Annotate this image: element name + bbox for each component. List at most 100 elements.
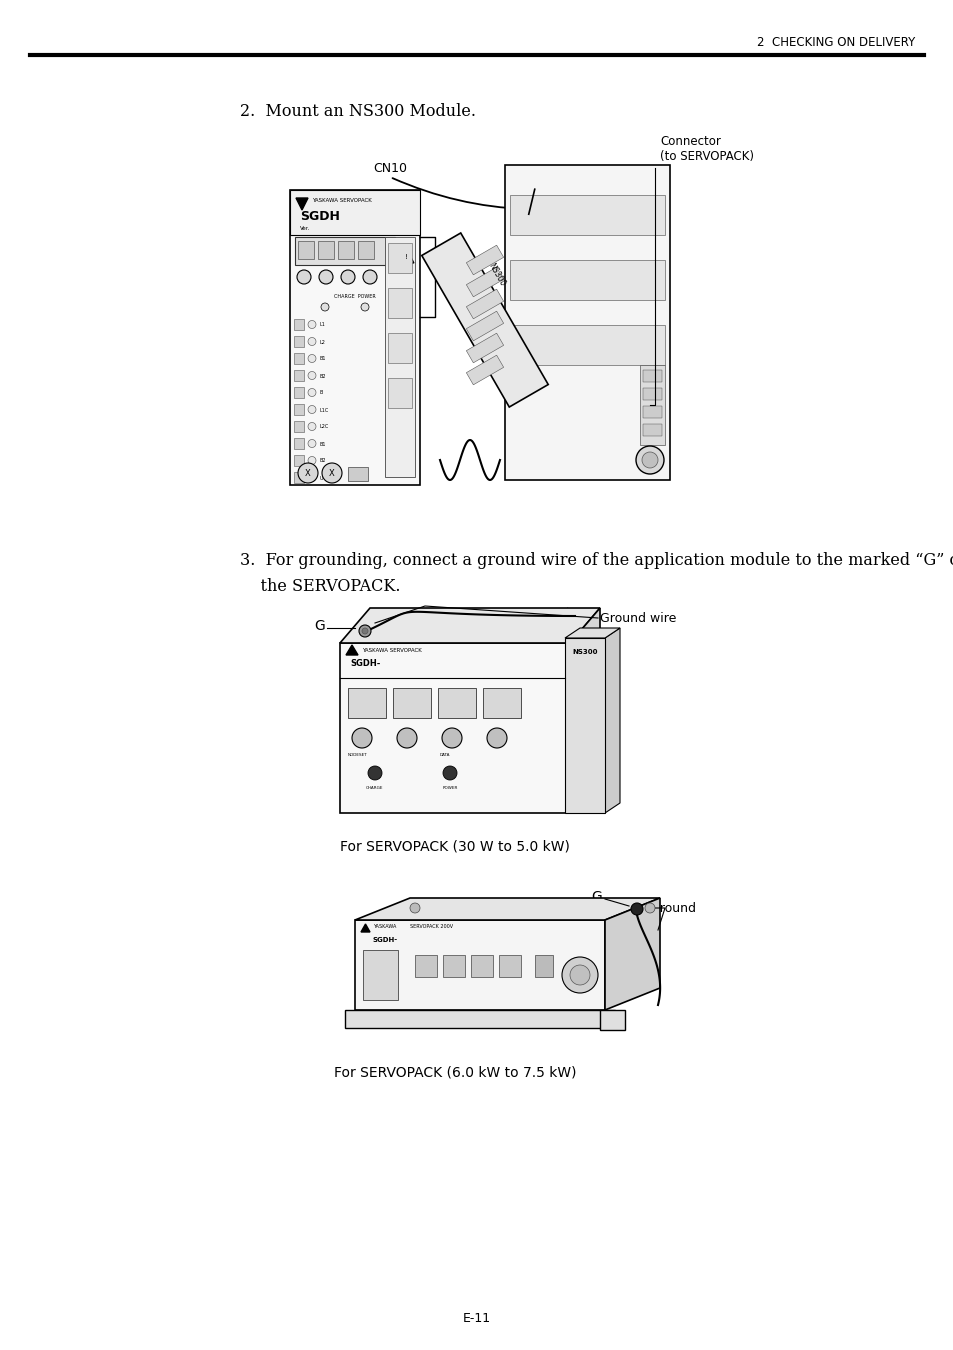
Text: YASKAWA: YASKAWA <box>373 925 395 930</box>
Bar <box>471 954 493 977</box>
Bar <box>510 325 664 364</box>
Bar <box>294 238 395 265</box>
Circle shape <box>358 625 371 637</box>
Polygon shape <box>466 312 503 340</box>
Circle shape <box>363 270 376 284</box>
Text: 2  CHECKING ON DELIVERY: 2 CHECKING ON DELIVERY <box>756 35 914 49</box>
Text: SERVOPACK 200V: SERVOPACK 200V <box>410 925 453 930</box>
Polygon shape <box>295 198 308 211</box>
Circle shape <box>361 628 368 634</box>
Bar <box>388 288 412 319</box>
Circle shape <box>308 440 315 447</box>
Polygon shape <box>466 267 503 297</box>
Circle shape <box>641 452 658 468</box>
Circle shape <box>308 474 315 482</box>
Text: CN10: CN10 <box>373 162 407 176</box>
Text: B1: B1 <box>319 356 326 362</box>
Circle shape <box>308 389 315 397</box>
Polygon shape <box>466 333 503 363</box>
Text: U: U <box>319 475 323 481</box>
Circle shape <box>352 728 372 748</box>
Bar <box>504 165 669 481</box>
Circle shape <box>297 463 317 483</box>
Polygon shape <box>355 898 659 919</box>
Circle shape <box>368 765 381 780</box>
Text: SGDH-: SGDH- <box>350 659 380 667</box>
Circle shape <box>318 270 333 284</box>
Text: DATA: DATA <box>439 753 450 757</box>
Bar <box>437 688 476 718</box>
Text: Ground wire: Ground wire <box>599 612 676 625</box>
Circle shape <box>396 728 416 748</box>
Polygon shape <box>346 645 357 655</box>
Text: Connector: Connector <box>659 135 720 148</box>
Bar <box>290 190 419 485</box>
Text: CHARGE: CHARGE <box>366 786 383 790</box>
Text: !: ! <box>404 254 407 261</box>
Bar <box>415 954 436 977</box>
Polygon shape <box>360 923 370 932</box>
Text: L1: L1 <box>319 323 326 328</box>
Text: POWER: POWER <box>442 786 457 790</box>
Bar <box>290 190 419 235</box>
Bar <box>297 242 314 259</box>
Polygon shape <box>564 628 619 639</box>
Bar <box>294 404 304 414</box>
Polygon shape <box>604 898 659 1010</box>
Bar <box>294 437 304 450</box>
Circle shape <box>441 728 461 748</box>
Circle shape <box>636 446 663 474</box>
Bar <box>317 242 334 259</box>
Text: 2.  Mount an NS300 Module.: 2. Mount an NS300 Module. <box>240 103 476 120</box>
Circle shape <box>308 405 315 413</box>
Polygon shape <box>604 628 619 813</box>
Circle shape <box>308 456 315 464</box>
Polygon shape <box>397 247 414 263</box>
Bar <box>294 319 304 329</box>
Bar <box>294 370 304 381</box>
Circle shape <box>340 270 355 284</box>
Text: L2: L2 <box>319 339 326 344</box>
Circle shape <box>410 903 419 913</box>
Bar <box>388 333 412 363</box>
Text: 3.  For grounding, connect a ground wire of the application module to the marked: 3. For grounding, connect a ground wire … <box>240 552 953 568</box>
Circle shape <box>322 463 341 483</box>
Polygon shape <box>466 289 503 319</box>
Polygon shape <box>466 246 503 275</box>
Bar <box>564 639 604 813</box>
Text: SGDH-: SGDH- <box>373 937 397 944</box>
Circle shape <box>296 270 311 284</box>
Bar <box>639 364 664 446</box>
Bar <box>393 688 431 718</box>
Bar <box>642 387 661 400</box>
Polygon shape <box>421 234 548 408</box>
Circle shape <box>644 903 655 913</box>
Bar <box>642 370 661 382</box>
Text: Ground: Ground <box>649 902 696 914</box>
Circle shape <box>320 302 329 311</box>
Text: B2: B2 <box>319 459 326 463</box>
Bar <box>388 378 412 408</box>
Polygon shape <box>466 355 503 385</box>
Bar <box>385 238 415 477</box>
Circle shape <box>486 728 506 748</box>
Bar <box>348 467 368 481</box>
Text: For SERVOPACK (30 W to 5.0 kW): For SERVOPACK (30 W to 5.0 kW) <box>339 840 569 855</box>
Text: the SERVOPACK.: the SERVOPACK. <box>240 578 400 595</box>
Text: G: G <box>591 890 601 905</box>
Text: SGDH: SGDH <box>299 209 339 223</box>
Text: Ver.: Ver. <box>299 225 310 231</box>
Circle shape <box>569 965 589 986</box>
Bar <box>339 643 569 813</box>
Text: X: X <box>305 468 311 478</box>
Text: L2C: L2C <box>319 424 329 429</box>
Bar <box>348 688 386 718</box>
Bar <box>482 688 520 718</box>
Bar <box>294 387 304 398</box>
Polygon shape <box>569 608 599 813</box>
Bar <box>498 954 520 977</box>
Text: X: X <box>329 468 335 478</box>
Polygon shape <box>339 608 599 643</box>
Bar <box>510 194 664 235</box>
Circle shape <box>308 371 315 379</box>
